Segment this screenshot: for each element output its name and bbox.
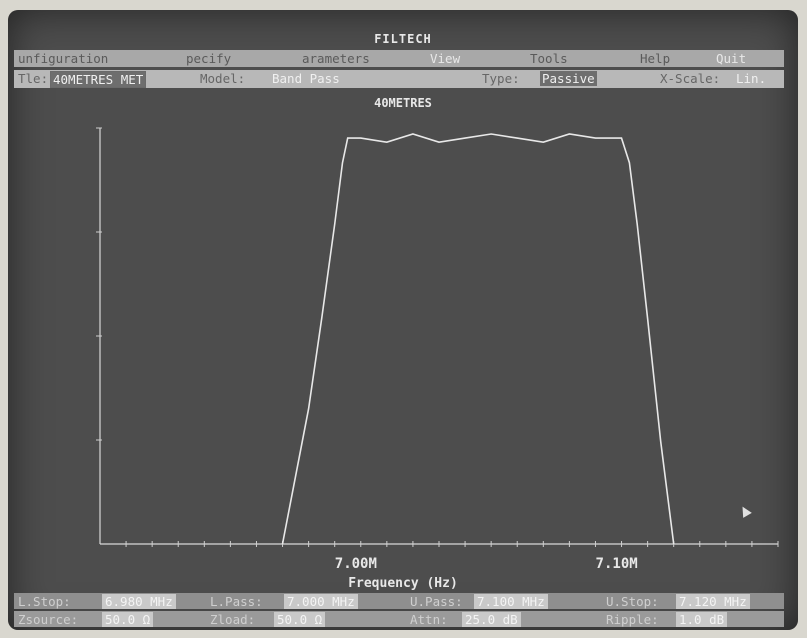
ustop-label: U.Stop:	[606, 594, 659, 609]
lpass-value[interactable]: 7.000 MHz	[284, 594, 358, 609]
monitor-screen: FILTECH unfiguration pecify arameters Vi…	[8, 10, 798, 630]
zload-label: Zload:	[210, 612, 256, 627]
menu-help[interactable]: Help	[640, 51, 671, 66]
x-tick-label: 7.00M	[334, 556, 377, 572]
upass-label: U.Pass:	[410, 594, 463, 609]
x-axis-label: Frequency (Hz)	[348, 576, 458, 591]
lstop-value[interactable]: 6.980 MHz	[102, 594, 176, 609]
model-field-value[interactable]: Band Pass	[272, 71, 340, 86]
menu-specify[interactable]: pecify	[186, 51, 232, 66]
upass-value[interactable]: 7.100 MHz	[474, 594, 548, 609]
menu-tools[interactable]: Tools	[530, 51, 568, 66]
zsource-label: Zsource:	[18, 612, 79, 627]
response-trace	[281, 133, 675, 545]
impedance-bar: Zsource: 50.0 Ω Zload: 50.0 Ω Attn: 25.0…	[14, 611, 784, 627]
band-edge-bar: L.Stop: 6.980 MHz L.Pass: 7.000 MHz U.Pa…	[14, 593, 784, 609]
title-field-label: Tle:	[18, 71, 49, 86]
app-title: FILTECH	[374, 32, 432, 46]
type-field-label: Type:	[482, 71, 520, 86]
attn-value[interactable]: 25.0 dB	[462, 612, 521, 627]
menu-view[interactable]: View	[430, 51, 461, 66]
menu-bar: unfiguration pecify arameters View Tools…	[14, 50, 784, 67]
ustop-value[interactable]: 7.120 MHz	[676, 594, 750, 609]
lstop-label: L.Stop:	[18, 594, 71, 609]
title-field-value[interactable]: 40METRES MET	[50, 71, 147, 88]
model-field-label: Model:	[200, 71, 246, 86]
attn-label: Attn:	[410, 612, 448, 627]
plot-axes	[96, 127, 779, 547]
menu-quit[interactable]: Quit	[716, 51, 747, 66]
ripple-label: Ripple:	[606, 612, 659, 627]
zload-value[interactable]: 50.0 Ω	[274, 612, 326, 627]
xscale-field-value[interactable]: Lin.	[736, 71, 767, 86]
xscale-field-label: X-Scale:	[660, 71, 721, 86]
chart-title: 40METRES	[374, 96, 432, 110]
menu-configuration[interactable]: unfiguration	[18, 51, 109, 66]
lpass-label: L.Pass:	[210, 594, 263, 609]
filter-status-bar: Tle: 40METRES MET Model: Band Pass Type:…	[14, 70, 784, 88]
response-plot	[96, 127, 779, 547]
ripple-value[interactable]: 1.0 dB	[676, 612, 728, 627]
x-tick-label: 7.10M	[595, 556, 638, 572]
menu-parameters[interactable]: arameters	[302, 51, 370, 66]
zsource-value[interactable]: 50.0 Ω	[102, 612, 154, 627]
type-field-value[interactable]: Passive	[540, 71, 597, 86]
